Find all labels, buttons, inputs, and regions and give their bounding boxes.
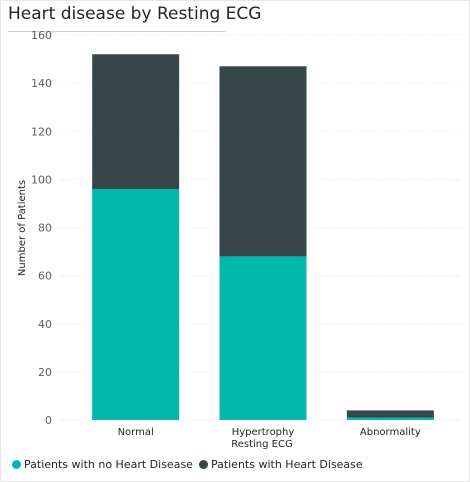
x-tick-label: Normal xyxy=(118,427,154,438)
title-underline xyxy=(8,31,226,32)
bars xyxy=(92,54,434,420)
y-tick-label: 160 xyxy=(31,29,52,42)
x-tick-label: Hypertrophy xyxy=(232,427,295,438)
y-tick-label: 80 xyxy=(38,222,52,235)
y-tick-label: 0 xyxy=(45,414,52,427)
bar-hypertrophy-series-2[interactable] xyxy=(219,66,307,257)
x-tick-label: Abnormality xyxy=(360,427,421,438)
bar-hypertrophy-series-1[interactable] xyxy=(219,256,307,420)
y-axis-title: Number of Patients xyxy=(17,180,28,276)
bar-normal-series-1[interactable] xyxy=(92,189,180,420)
bar-abnormality-series-1[interactable] xyxy=(346,417,434,420)
legend-label: Patients with no Heart Disease xyxy=(24,458,193,471)
y-tick-label: 140 xyxy=(31,77,52,90)
legend-item[interactable]: Patients with no Heart Disease xyxy=(12,458,193,471)
bar-normal-series-2[interactable] xyxy=(92,54,180,189)
legend-dot-icon xyxy=(198,460,208,469)
legend-dot-icon xyxy=(12,460,21,469)
y-tick-label: 20 xyxy=(38,366,52,379)
y-tick-label: 40 xyxy=(38,318,52,331)
y-tick-labels: 0 20 40 60 80 100 120 140 160 xyxy=(31,29,52,427)
y-tick-label: 100 xyxy=(31,173,52,186)
x-tick-labels: Normal Hypertrophy Abnormality xyxy=(118,427,421,438)
legend-label: Patients with Heart Disease xyxy=(210,458,363,471)
legend: Patients with no Heart Disease Patients w… xyxy=(12,458,369,471)
chart-title: Heart disease by Resting ECG xyxy=(8,4,262,24)
bar-abnormality-series-2[interactable] xyxy=(346,410,434,418)
legend-item[interactable]: Patients with Heart Disease xyxy=(198,458,363,471)
y-tick-label: 120 xyxy=(31,125,52,138)
x-axis-title: Resting ECG xyxy=(231,439,292,450)
y-tick-label: 60 xyxy=(38,270,52,283)
